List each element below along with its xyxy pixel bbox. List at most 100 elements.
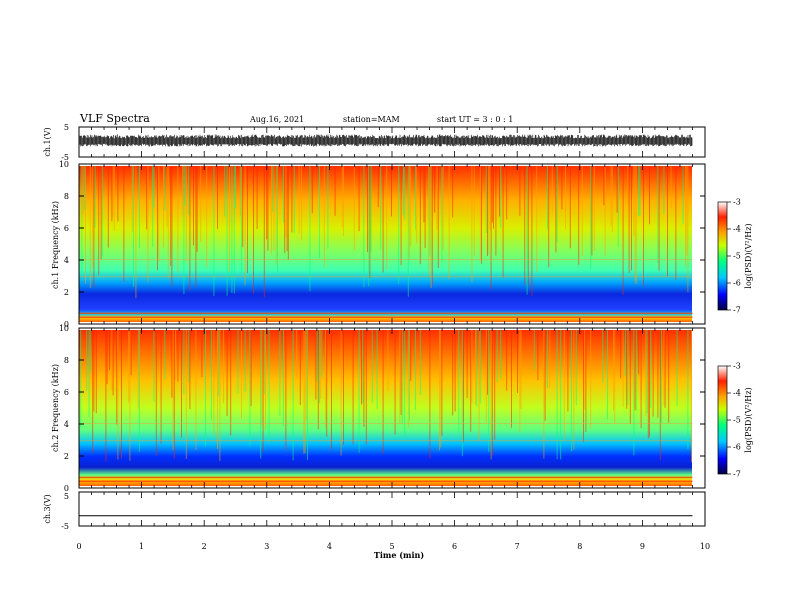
ch2-spectrogram-stripe: [241, 330, 242, 419]
ch2-spectrogram-stripe: [419, 330, 421, 396]
ch2-spectrogram-stripe: [217, 330, 218, 449]
ch1-spectrogram-stripe: [233, 166, 235, 294]
ch2-spectrogram-stripe: [128, 330, 130, 403]
ch2-spectrogram-stripe: [305, 330, 307, 422]
ch1-spectrogram-stripe: [256, 166, 258, 229]
ch2-spectrogram-stripe: [500, 330, 502, 380]
ch1-spectrogram-stripe: [239, 166, 241, 216]
ch2-spectrogram-stripe: [376, 330, 378, 409]
ch2-spectrogram-stripe: [563, 330, 565, 440]
ch1-spectrogram-stripe: [147, 166, 149, 283]
ch1-spectrogram-stripe: [437, 166, 439, 268]
ch2-spectrogram-stripe: [556, 330, 558, 460]
ch2-spectrogram-stripe: [205, 330, 206, 447]
ch1-spectrogram-stripe: [590, 166, 592, 270]
ch1-waveform: [79, 134, 693, 147]
time-tick-label: 0: [76, 542, 81, 551]
ch2-spectrogram-stripe: [652, 330, 654, 417]
ch2-spectrogram-stripe: [401, 330, 403, 425]
ch1-spectrogram-stripe: [112, 166, 114, 218]
ch2-spectrogram-background: [79, 330, 692, 486]
ch2-spectrogram-stripe: [583, 330, 584, 443]
ch1-spectrogram-stripe: [107, 166, 109, 248]
ch1-spectrogram-stripes: [79, 166, 693, 319]
ch1-spectrogram-stripe: [604, 166, 606, 256]
ch2-spectrogram-stripe: [292, 330, 294, 461]
ch1-spectrogram-stripe: [293, 166, 295, 234]
ch2-spectrogram-stripe: [130, 330, 132, 376]
ch1-spectrogram-stripe: [81, 166, 83, 276]
ch2-ytick-label: 0: [64, 484, 69, 493]
ch1-spectrogram-stripe: [287, 166, 289, 260]
ch2-spectrogram-stripe: [668, 330, 670, 423]
time-tick-label: 2: [202, 542, 207, 551]
ch1-spectrogram-stripe: [135, 166, 137, 299]
ch1-spectrogram-stripe: [686, 166, 688, 256]
ch2-spectrogram-stripe: [487, 330, 488, 395]
ch1-spectrogram-stripe: [244, 166, 246, 286]
date-label: Aug.16, 2021: [249, 115, 304, 124]
ch1-spectrogram-stripe: [341, 166, 343, 228]
ch2-spectrogram-stripe: [249, 330, 251, 446]
ch2-spectrogram-stripe: [213, 330, 215, 435]
ch2-spectrogram-stripe: [261, 330, 263, 426]
ch1-spectrogram-stripe: [182, 166, 184, 216]
ch1-spectrogram-stripe: [561, 166, 563, 210]
ch2-spectrogram-stripe: [394, 330, 396, 435]
x-axis-label: Time (min): [374, 550, 424, 560]
ch1-spectrogram-stripe: [506, 166, 508, 220]
ch2-spectrogram-stripe: [160, 330, 162, 444]
ch1-spectrogram-stripe: [556, 166, 558, 243]
ch1-spectrogram-stripe: [200, 166, 202, 242]
ch1-spectrogram-stripe: [301, 166, 302, 241]
time-axis: 0 1 2 3 4 5 6 7 8 9 10: [76, 127, 710, 551]
ch2-spectrogram-stripe: [283, 330, 284, 427]
ch2-spectrogram-stripe: [183, 330, 185, 394]
ch2-spectrogram-stripe: [244, 330, 246, 392]
ch2-spectrogram-stripe: [371, 330, 373, 403]
ch1-spectrogram-stripe: [622, 166, 624, 295]
ch2-spectrogram-stripe: [404, 330, 406, 438]
ch2-spectrogram-stripe: [439, 330, 440, 451]
ch2-colorbar-tick-label: -7: [733, 470, 741, 479]
ch2-spectrogram-stripe: [296, 330, 298, 378]
ch2-spectrogram-stripe: [106, 330, 108, 384]
ch1-spectrogram-stripe: [83, 166, 85, 211]
ch1-waveform-panel: 5 -5 ch.1(V): [43, 123, 706, 162]
ch2-spectrogram-stripe: [478, 330, 480, 441]
ch1-spectrogram-stripe: [291, 166, 293, 233]
ch1-spectrogram-stripe: [548, 166, 550, 268]
ch2-spectrogram-stripe: [640, 330, 642, 429]
ch1-spectrogram-stripe: [617, 166, 619, 248]
ch1-spectrogram-stripe: [263, 166, 265, 298]
ch2-spectrogram-stripe: [121, 330, 122, 459]
ch1-spectrogram-stripe: [675, 166, 677, 280]
ch1-spectrogram-stripe: [266, 166, 268, 240]
ch1-waveform-trace: [79, 134, 693, 147]
ch1-spectrogram-stripe: [407, 166, 409, 297]
ch1-spectrogram-stripe: [527, 166, 529, 286]
ch1-spectrogram-stripe: [94, 166, 96, 228]
ch1-spectrogram-background: [79, 166, 692, 322]
ch2-ytick-label: 2: [64, 452, 69, 461]
ch2-spectrogram-stripe: [129, 330, 131, 461]
ch1-spectrogram-stripe: [206, 166, 208, 267]
ch2-spectrogram-stripe: [185, 330, 187, 459]
ch2-spectrogram-stripe: [195, 330, 197, 451]
ch1-colorbar-label: log(PSD)(V²/Hz): [744, 223, 753, 288]
ch2-spectrogram-stripe: [520, 330, 522, 409]
ch1-spectrogram-stripe: [493, 166, 494, 229]
ch1-spectrogram-stripe: [638, 166, 640, 217]
ch2-spectrogram-stripe: [461, 330, 463, 457]
ch2-spectrogram-stripe: [218, 330, 220, 396]
ch2-spectrogram-stripe: [664, 330, 666, 408]
ch2-spectrogram-stripe: [153, 330, 155, 402]
ch1-spectrogram-stripe: [323, 166, 325, 268]
ch2-ytick-label: 10: [59, 324, 69, 333]
ch2-spectrogram-stripe: [614, 330, 616, 424]
ch1-spectrogram-stripe: [196, 166, 198, 252]
ch1-spectrogram-stripe: [177, 166, 179, 273]
ch1-spectrogram-stripe: [649, 166, 650, 225]
ch1-spectrogram-stripe: [536, 166, 538, 272]
ch1-spectrogram-stripe: [524, 166, 526, 285]
